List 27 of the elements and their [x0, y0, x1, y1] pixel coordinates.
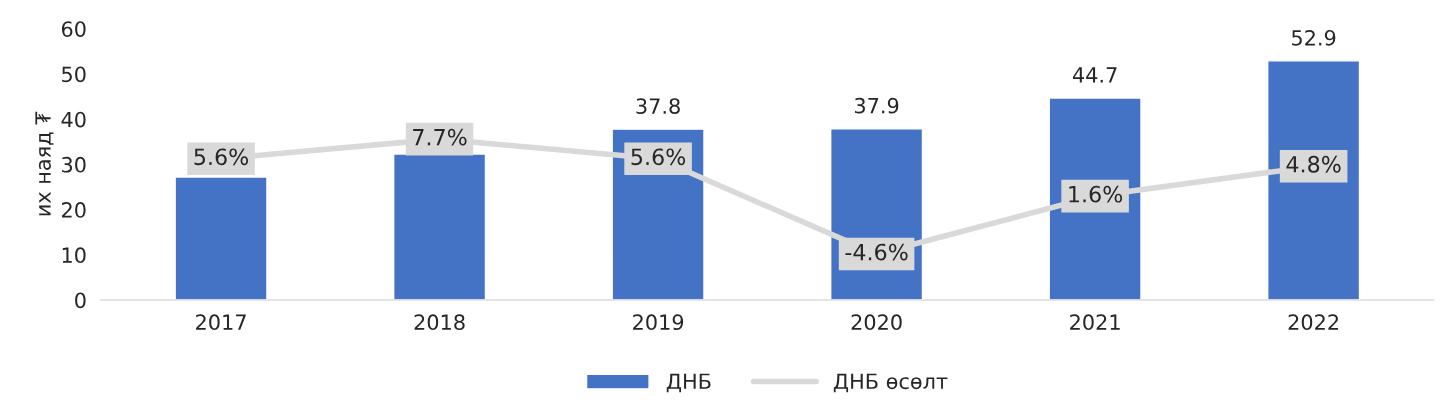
data-label: 37.8: [636, 98, 680, 114]
x-tick-label: 2022: [1288, 314, 1339, 331]
y-tick-label: 30: [62, 156, 86, 173]
data-label: 52.9: [1292, 29, 1336, 46]
data-label: -4.6%: [845, 243, 908, 261]
data-label: 44.7: [1072, 67, 1117, 83]
y-tick-label: 10: [62, 247, 86, 264]
data-label: 4.8%: [1286, 155, 1341, 173]
y-tick-label: 20: [62, 202, 86, 218]
x-tick-label: 2019: [633, 314, 684, 331]
data-label: 1.6%: [1069, 185, 1123, 203]
data-label: 5.6%: [631, 148, 686, 166]
x-tick-label: 2017: [196, 314, 246, 331]
data-label: 7.7%: [413, 128, 467, 146]
legend-label: ДНБ өсөлт: [833, 373, 948, 393]
y-tick-label: 50: [62, 66, 86, 83]
y-tick-label: 40: [61, 111, 86, 128]
x-tick-label: 2021: [1070, 314, 1120, 331]
y-axis-title: их наяд ₮: [35, 111, 54, 216]
data-label: 5.6%: [194, 148, 249, 166]
data-label: 37.9: [854, 97, 899, 114]
x-tick-label: 2018: [414, 314, 465, 331]
y-tick-label: 0: [75, 292, 86, 309]
legend-label: ДНБ: [666, 373, 711, 393]
bar: [1267, 60, 1361, 301]
x-tick-label: 2020: [851, 314, 902, 331]
y-tick-label: 60: [61, 21, 86, 37]
